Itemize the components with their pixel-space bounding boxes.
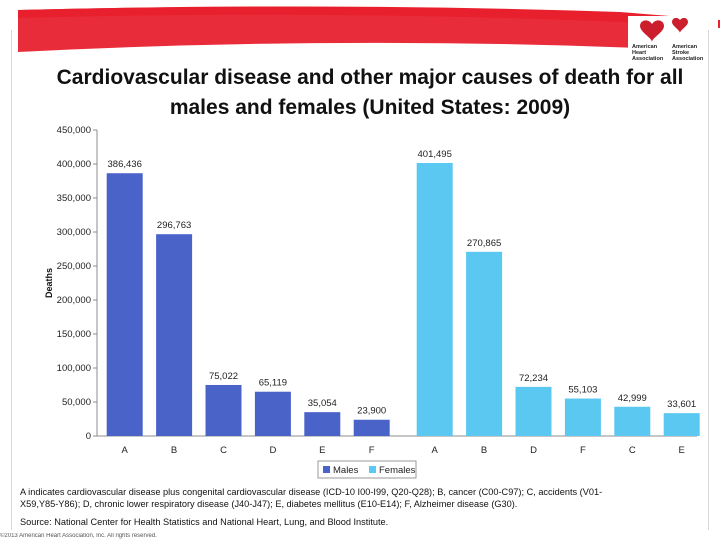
x-tick-label: B (171, 445, 177, 456)
y-tick-label: 150,000 (57, 329, 91, 340)
copyright-strip: ©2013 American Heart Association, Inc. A… (0, 533, 157, 539)
slide-border-right (708, 30, 709, 530)
bar-females-f (564, 398, 601, 436)
y-tick-label: 250,000 (57, 261, 91, 272)
data-label: 42,999 (618, 393, 647, 404)
legend-box (317, 460, 417, 479)
bar-males-a (106, 173, 143, 436)
y-axis-title: Deaths (44, 268, 54, 298)
y-tick-label: 100,000 (57, 363, 91, 374)
y-tick-label: 0 (86, 431, 91, 442)
slide-border-left (11, 30, 12, 530)
data-label: 23,900 (357, 406, 386, 417)
data-label: 33,601 (667, 399, 696, 410)
x-tick-label: C (220, 445, 227, 456)
x-tick-label: A (122, 445, 129, 456)
source-note: Source: National Center for Health Stati… (20, 517, 389, 527)
x-tick-label: F (580, 445, 586, 456)
bar-females-b (466, 251, 503, 436)
data-label: 75,022 (209, 371, 238, 382)
x-tick-label: E (679, 445, 685, 456)
data-label: 270,865 (467, 238, 501, 249)
bar-females-e (663, 413, 700, 436)
title-line-1: Cardiovascular disease and other major c… (56, 66, 684, 89)
y-tick-label: 300,000 (57, 227, 91, 238)
footnote: A indicates cardiovascular disease plus … (20, 486, 710, 510)
bar-males-d (254, 391, 291, 436)
data-label: 35,054 (308, 398, 337, 409)
logo-text-left: American Heart Association (632, 44, 664, 62)
aha-asa-logo: American Heart Association American Stro… (628, 16, 718, 66)
data-label: 65,119 (259, 378, 287, 389)
y-tick-label: 200,000 (57, 295, 91, 306)
header-banner (18, 6, 720, 53)
x-tick-label: E (319, 445, 325, 456)
y-tick-label: 400,000 (57, 159, 91, 170)
data-label: 296,763 (157, 220, 191, 231)
data-label: 72,234 (519, 373, 548, 384)
x-tick-label: A (432, 445, 439, 456)
legend-label-males: Males (333, 465, 359, 476)
bar-males-e (304, 412, 341, 436)
bar-females-d (515, 386, 552, 436)
legend-swatch-females (369, 466, 376, 473)
title-line-2: males and females (United States: 2009) (169, 96, 571, 119)
legend-swatch-males (323, 466, 330, 473)
y-tick-label: 50,000 (62, 397, 91, 408)
footnote-line-2: X59,Y85-Y86); D, chronic lower respirato… (20, 499, 518, 509)
data-label: 55,103 (568, 385, 597, 396)
y-tick-label: 350,000 (57, 193, 91, 204)
x-tick-label: D (269, 445, 276, 456)
deaths-bar-chart: 0 50,000 100,000 150,000 200,000 250,000 300,0… (44, 125, 700, 479)
bar-males-f (353, 419, 390, 436)
y-tick-label: 450,000 (57, 125, 91, 136)
bar-females-a (416, 162, 453, 436)
bar-females-c (614, 406, 651, 436)
bar-males-c (205, 384, 242, 436)
x-tick-label: B (481, 445, 487, 456)
legend-label-females: Females (379, 465, 416, 476)
footnote-line-1: A indicates cardiovascular disease plus … (20, 487, 603, 497)
x-tick-label: F (369, 445, 375, 456)
data-label: 401,495 (418, 149, 452, 160)
x-tick-label: C (629, 445, 636, 456)
slide-title: Cardiovascular disease and other major c… (40, 63, 700, 123)
logo-text-right: American Stroke Association (672, 44, 704, 62)
x-tick-label: D (530, 445, 537, 456)
bar-males-b (156, 234, 193, 436)
data-label: 386,436 (108, 159, 142, 170)
